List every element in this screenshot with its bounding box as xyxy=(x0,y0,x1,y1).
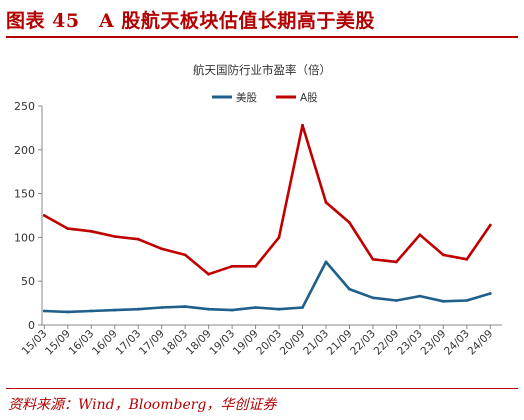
x-tick-label: 21/03 xyxy=(301,328,331,358)
source-note: 资料来源：Wind，Bloomberg，华创证券 xyxy=(8,397,277,413)
legend-label-0: 美股 xyxy=(236,91,257,104)
x-tick-label: 22/09 xyxy=(372,328,402,358)
series-point xyxy=(183,253,187,257)
series-point xyxy=(418,294,422,298)
series-point xyxy=(301,306,304,309)
series-point xyxy=(465,299,469,302)
series-point xyxy=(348,221,351,224)
x-tick-label: 23/03 xyxy=(395,328,425,358)
series-point xyxy=(113,308,117,312)
figure-title: 图表 45 A 股航天板块估值长期高于美股 xyxy=(6,10,375,32)
x-tick-label: 18/09 xyxy=(184,328,214,358)
series-point xyxy=(136,237,140,241)
series-point xyxy=(136,307,140,311)
y-axis: 0 50 100 150 200 250 xyxy=(14,100,43,332)
series-point xyxy=(277,236,281,239)
series-point xyxy=(348,287,351,291)
y-tick-label: 150 xyxy=(14,188,35,201)
y-tick-label: 0 xyxy=(28,319,35,332)
series-point xyxy=(66,227,70,231)
y-tick-label: 200 xyxy=(14,144,35,157)
series-point xyxy=(42,309,46,313)
x-tick-label: 20/09 xyxy=(278,328,308,358)
series-layer xyxy=(42,123,492,314)
series-point xyxy=(371,257,375,261)
series-point xyxy=(395,299,398,302)
series-point xyxy=(441,299,445,303)
series-point xyxy=(160,247,164,251)
x-tick-label: 16/09 xyxy=(90,328,120,358)
series-point xyxy=(324,260,328,264)
footer-rule xyxy=(6,388,518,389)
x-tick-label: 22/03 xyxy=(348,328,378,358)
series-point xyxy=(277,307,281,311)
series-point xyxy=(42,214,46,217)
series-point xyxy=(207,307,211,311)
series-point xyxy=(66,310,70,314)
series-point xyxy=(371,296,375,300)
series-point xyxy=(395,260,398,264)
series-1 xyxy=(42,123,492,276)
y-tick-label: 50 xyxy=(21,275,35,288)
x-tick-label: 19/03 xyxy=(207,328,237,358)
x-tick-label: 17/03 xyxy=(113,328,143,358)
series-line-0 xyxy=(43,260,492,314)
series-line-1 xyxy=(43,124,492,276)
series-0 xyxy=(42,260,492,314)
x-tick-label: 24/09 xyxy=(466,328,496,358)
x-tick-label: 16/03 xyxy=(67,328,97,358)
series-point xyxy=(465,257,469,261)
x-tick-label: 15/03 xyxy=(20,328,50,358)
series-point xyxy=(254,264,257,268)
series-point xyxy=(418,233,422,237)
x-tick-label: 15/09 xyxy=(43,328,73,358)
figure-header: 图表 45 A 股航天板块估值长期高于美股 xyxy=(6,3,518,38)
x-tick-label: 23/09 xyxy=(419,328,449,358)
series-point xyxy=(160,306,164,309)
chart-title: 航天国防行业市盈率（倍） xyxy=(193,63,331,77)
legend-label-1: A股 xyxy=(300,92,318,104)
series-point xyxy=(324,201,328,204)
series-point xyxy=(89,309,93,313)
series-point xyxy=(89,229,93,233)
chart-legend: 美股 A股 xyxy=(212,91,318,104)
x-tick-label: 21/09 xyxy=(325,328,355,358)
x-tick-label: 17/09 xyxy=(137,328,167,358)
series-point xyxy=(230,264,234,268)
series-point xyxy=(113,235,117,238)
series-point xyxy=(301,123,304,127)
x-tick-label: 18/03 xyxy=(160,328,190,358)
series-point xyxy=(488,223,492,227)
series-point xyxy=(488,292,492,295)
y-tick-label: 100 xyxy=(14,231,35,244)
series-point xyxy=(207,272,211,276)
y-tick-label: 250 xyxy=(14,100,35,113)
series-point xyxy=(441,253,445,257)
x-tick-label: 20/03 xyxy=(254,328,284,358)
series-point xyxy=(230,308,234,312)
series-point xyxy=(183,305,187,308)
x-axis: 15/0315/0916/0316/0917/0317/0918/0318/09… xyxy=(20,324,502,358)
x-tick-label: 19/09 xyxy=(231,328,261,358)
x-tick-label: 24/03 xyxy=(442,328,472,358)
series-point xyxy=(254,306,257,309)
